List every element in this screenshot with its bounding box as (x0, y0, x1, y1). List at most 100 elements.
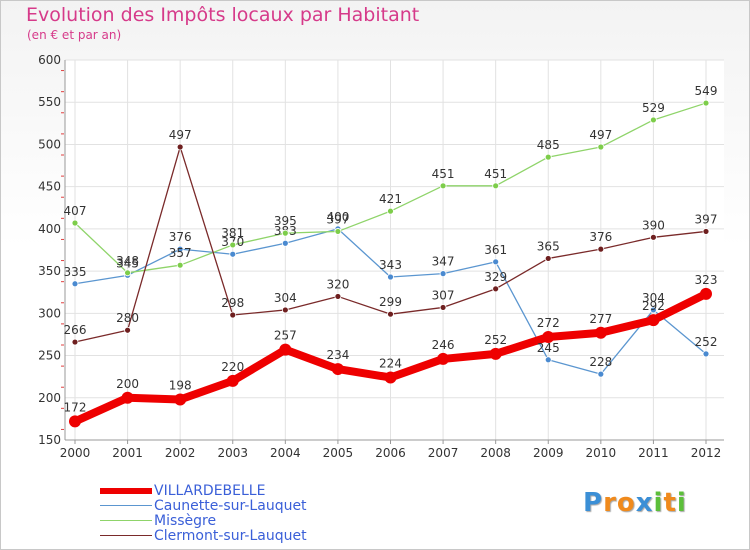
series-2-point-9 (544, 255, 552, 262)
series-1-point-3 (229, 241, 237, 249)
series-3-label-11: 292 (642, 299, 665, 313)
legend-label-clermont: Clermont-sur-Lauquet (154, 528, 307, 544)
series-2-label-5: 320 (326, 277, 349, 291)
legend-label-villardebelle: VILLARDEBELLE (154, 483, 266, 499)
x-tick-label-2009: 2009 (533, 446, 564, 460)
series-2-point-12 (702, 228, 710, 235)
legend-label-missegre: Missègre (154, 513, 217, 529)
series-3-label-0: 172 (64, 400, 87, 414)
series-0-label-8: 361 (484, 243, 507, 257)
x-tick-label-2003: 2003 (217, 446, 248, 460)
series-0-point-8 (492, 258, 500, 266)
series-0-point-6 (387, 273, 394, 281)
series-0-label-9: 245 (537, 341, 560, 355)
series-2-label-12: 397 (695, 212, 718, 226)
chart-title: Evolution des Impôts locaux par Habitant (26, 4, 420, 26)
series-1-label-6: 421 (379, 192, 402, 206)
legend-swatch-villardebelle (100, 488, 152, 494)
series-0-point-4 (281, 239, 289, 247)
series-2-point-5 (334, 293, 342, 300)
series-2-label-2: 497 (169, 128, 192, 142)
series-3-point-5 (331, 363, 344, 376)
series-1-label-10: 497 (589, 128, 612, 142)
x-tick-label-2001: 2001 (112, 446, 143, 460)
series-2-label-9: 365 (537, 239, 560, 253)
series-2-label-1: 280 (116, 311, 139, 325)
y-tick-label-550: 550 (38, 95, 61, 109)
series-0-point-11 (650, 306, 657, 314)
series-2-point-1 (124, 326, 131, 334)
logo-letter: x (635, 488, 654, 518)
series-1-point-12 (702, 99, 710, 107)
y-tick-label-450: 450 (38, 180, 61, 194)
series-3-point-2 (174, 393, 187, 406)
series-2-label-6: 299 (379, 295, 402, 309)
series-2-point-6 (387, 310, 394, 318)
series-1-label-7: 451 (432, 167, 455, 181)
series-0-label-12: 252 (695, 335, 718, 349)
proxiti-logo: Proxiti (583, 488, 687, 518)
series-2-point-4 (281, 306, 289, 314)
series-3-point-9 (542, 330, 555, 343)
series-2-point-7 (439, 304, 447, 311)
series-2-point-2 (176, 143, 184, 151)
series-1-label-1: 348 (116, 254, 139, 268)
series-0-point-0 (71, 280, 79, 288)
series-3-label-12: 323 (695, 273, 718, 287)
series-2-point-8 (492, 285, 500, 293)
series-0-label-0: 335 (64, 265, 87, 279)
series-1-point-8 (492, 182, 500, 190)
series-3-point-6 (384, 371, 397, 384)
logo-letter: o (616, 488, 636, 518)
series-3-label-2: 198 (169, 378, 192, 392)
series-2-label-11: 390 (642, 218, 665, 232)
series-0-label-2: 376 (169, 230, 192, 244)
series-1-label-0: 407 (64, 204, 87, 218)
y-tick-label-150: 150 (38, 433, 61, 447)
series-1-label-4: 395 (274, 214, 297, 228)
series-3-label-3: 220 (221, 360, 244, 374)
series-1-label-2: 357 (169, 246, 192, 260)
series-0-label-5: 400 (326, 210, 349, 224)
series-0-point-7 (439, 270, 447, 278)
series-1-label-9: 485 (537, 138, 560, 152)
series-0-point-9 (544, 356, 552, 364)
x-tick-label-2004: 2004 (270, 446, 301, 460)
logo-letter: i (676, 488, 687, 518)
series-1-point-1 (124, 269, 131, 277)
series-1-point-11 (650, 116, 657, 124)
series-0-label-7: 347 (432, 255, 455, 269)
x-tick-label-2000: 2000 (60, 446, 91, 460)
legend-swatch-clermont (100, 535, 152, 536)
series-3-label-5: 234 (326, 348, 349, 362)
series-0-label-10: 228 (589, 355, 612, 369)
series-1-point-2 (176, 261, 184, 269)
chart-subtitle: (en € et par an) (27, 28, 122, 42)
y-tick-label-500: 500 (38, 137, 61, 151)
series-2-label-10: 376 (589, 230, 612, 244)
series-3-point-8 (489, 347, 502, 360)
x-tick-label-2012: 2012 (691, 446, 722, 460)
series-3-point-4 (279, 343, 292, 356)
legend-label-caunette: Caunette-sur-Lauquet (154, 498, 307, 514)
series-0-label-6: 343 (379, 258, 402, 272)
series-0-point-12 (702, 350, 710, 358)
series-1-point-0 (71, 219, 79, 227)
series-2-label-8: 329 (484, 270, 507, 284)
series-1-point-6 (387, 207, 394, 215)
series-2-point-11 (650, 233, 657, 241)
series-3-point-10 (594, 326, 607, 339)
series-3-point-11 (647, 314, 660, 327)
series-3-label-6: 224 (379, 357, 402, 371)
logo-letter: i (653, 488, 664, 518)
series-0-point-10 (597, 370, 605, 378)
series-2-point-0 (71, 338, 79, 346)
legend-swatch-caunette (100, 505, 152, 506)
series-1-point-10 (597, 143, 605, 151)
series-3-point-12 (700, 287, 712, 300)
series-0-label-1: 345 (116, 256, 139, 270)
series-3-label-4: 257 (274, 329, 297, 343)
logo-letter: t (663, 488, 677, 518)
series-2-label-4: 304 (274, 291, 297, 305)
